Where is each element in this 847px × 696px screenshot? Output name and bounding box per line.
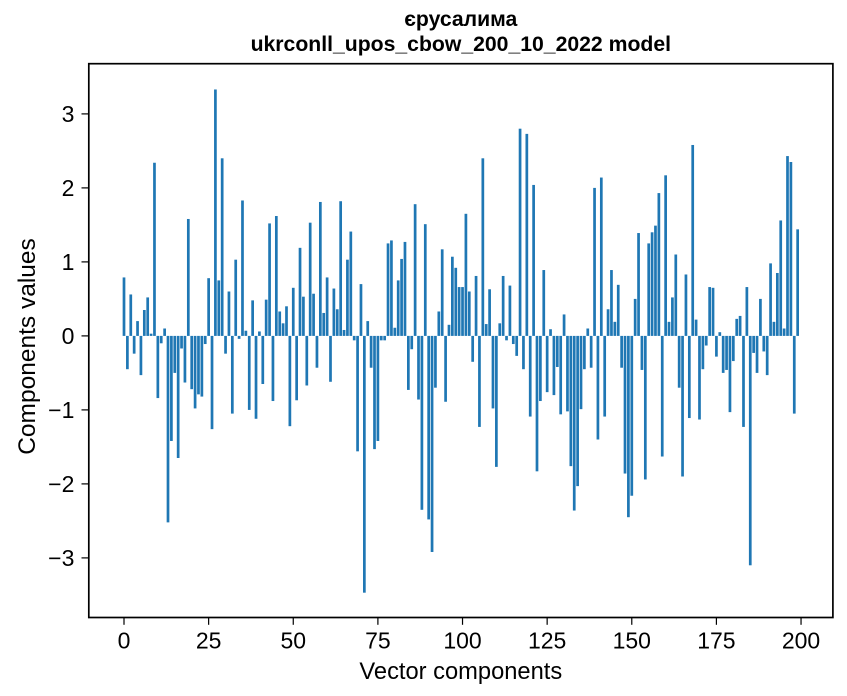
svg-text:0: 0 — [62, 323, 75, 349]
svg-text:Components values: Components values — [14, 238, 41, 455]
svg-text:−2: −2 — [48, 471, 74, 497]
svg-text:єрусалима: єрусалима — [404, 8, 517, 31]
svg-text:175: 175 — [697, 628, 735, 654]
svg-text:25: 25 — [196, 628, 222, 654]
svg-text:Vector components: Vector components — [359, 659, 562, 685]
svg-text:50: 50 — [280, 628, 306, 654]
svg-text:200: 200 — [782, 628, 820, 654]
svg-text:0: 0 — [118, 628, 131, 654]
svg-text:3: 3 — [62, 101, 75, 127]
svg-text:125: 125 — [528, 628, 566, 654]
svg-text:−1: −1 — [48, 397, 74, 423]
svg-text:ukrconll_upos_cbow_200_10_2022: ukrconll_upos_cbow_200_10_2022 model — [251, 33, 671, 56]
svg-text:100: 100 — [443, 628, 481, 654]
svg-text:75: 75 — [365, 628, 391, 654]
svg-text:−3: −3 — [48, 545, 74, 571]
svg-text:1: 1 — [62, 249, 75, 275]
svg-text:150: 150 — [613, 628, 651, 654]
svg-text:2: 2 — [62, 175, 75, 201]
